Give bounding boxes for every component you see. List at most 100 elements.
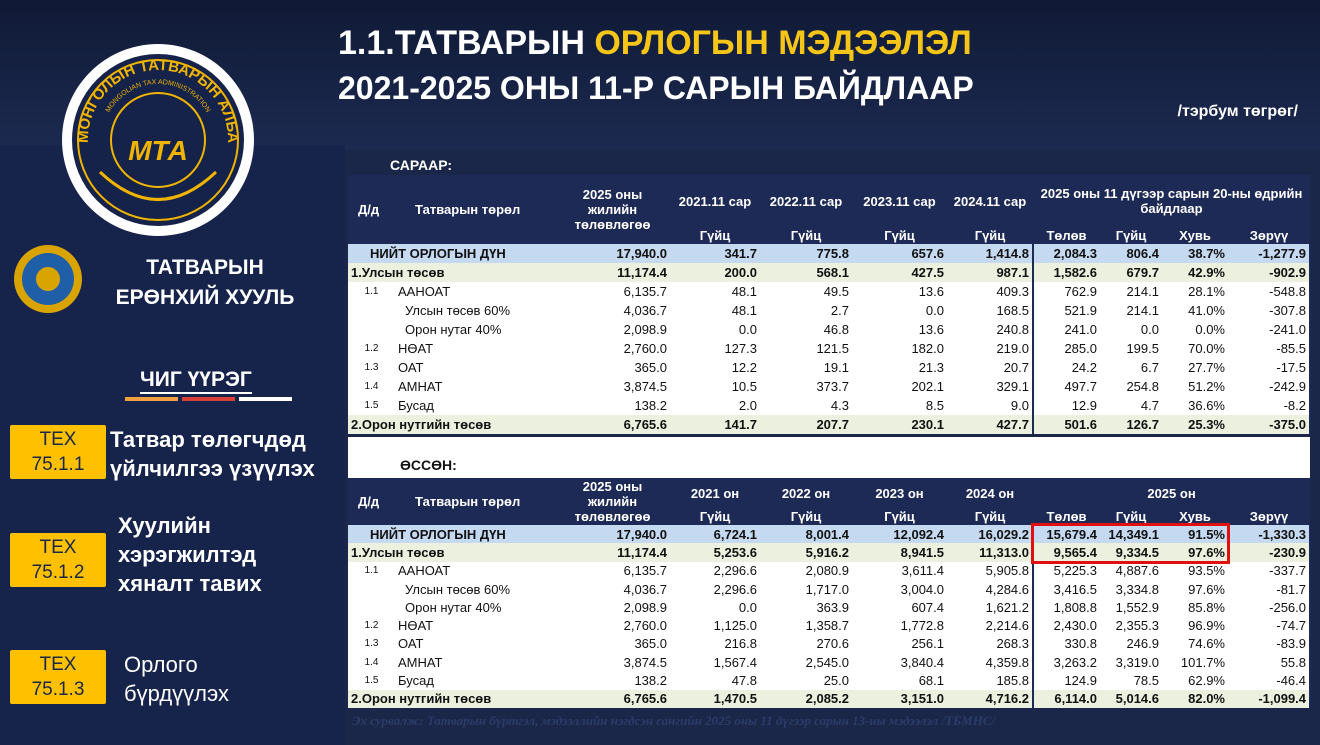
cell: -375.0 (1228, 415, 1311, 434)
cell: 0.0 (670, 598, 760, 617)
row-name: ОАТ (395, 358, 555, 377)
row-number: 1.1 (348, 561, 395, 580)
cell: 101.7% (1162, 653, 1228, 672)
cell: 38.7% (1162, 244, 1228, 263)
item-code: ТЕХ 75.1.2 (10, 533, 106, 587)
header-cell: 2021.11 сар (670, 175, 760, 227)
header-cell: Зөрүү (1228, 508, 1311, 525)
cell: 254.8 (1100, 377, 1162, 396)
cell: 363.9 (760, 598, 852, 617)
cell: -17.5 (1228, 358, 1311, 377)
cell: 27.7% (1162, 358, 1228, 377)
header-cell: Төлөв (1033, 508, 1100, 525)
cell: 11,174.4 (555, 263, 670, 282)
org-line: ЕРӨНХИЙ ХУУЛЬ (115, 286, 295, 309)
cell: 0.0 (852, 301, 947, 320)
cell: 607.4 (852, 598, 947, 617)
cell: 46.8 (760, 320, 852, 339)
cell: -8.2 (1228, 396, 1311, 415)
highlight-box (1031, 523, 1230, 564)
cell: -242.9 (1228, 377, 1311, 396)
emblem (14, 245, 82, 313)
cell: 93.5% (1162, 561, 1228, 580)
table-row: 1.1 ААНОАТ 6,135.7 2,296.6 2,080.9 3,611.4 5,9… (348, 561, 1312, 580)
cell: -74.7 (1228, 616, 1312, 635)
cell: 4.3 (760, 396, 852, 415)
header-cell: 2022 он (760, 478, 852, 508)
cell: 9,334.5 (1100, 543, 1162, 562)
cell: 5,014.6 (1100, 689, 1162, 708)
cell: 6,765.6 (555, 689, 670, 708)
table-row: 1.5 Бусад 138.2 47.8 25.0 68.1 185.8 124.9 78.5 6… (348, 671, 1312, 690)
cell: 28.1% (1162, 282, 1228, 301)
row-name: ААНОАТ (395, 282, 555, 301)
cell: 501.6 (1032, 415, 1100, 434)
cell: -902.9 (1228, 263, 1311, 282)
cell: 330.8 (1032, 634, 1100, 654)
cell: 216.8 (670, 634, 760, 654)
cell: 241.0 (1032, 320, 1100, 339)
cell: -81.7 (1228, 579, 1312, 599)
header-cell: Гүйц (760, 227, 852, 244)
cell: 124.9 (1032, 671, 1100, 690)
unit: /тэрбум төгрөг/ (1177, 103, 1298, 120)
header-row: Д/д Татварын төрөл 2025 оны жилийн төлөвлө… (348, 478, 1311, 525)
cell: 1,621.2 (947, 598, 1033, 617)
cell: 12,092.4 (852, 525, 947, 544)
cell: -85.5 (1228, 339, 1311, 358)
cell: 4,359.8 (947, 653, 1033, 672)
cell: 62.9% (1162, 671, 1228, 690)
cell: 2,545.0 (760, 653, 852, 672)
cell: 3,874.5 (555, 653, 670, 672)
table-row: НИЙТ ОРЛОГЫН ДҮН 17,940.0 6,724.1 8,001.4 12… (348, 525, 1312, 544)
cell: 4,036.7 (555, 301, 670, 320)
header-cell: Татварын төрөл (395, 175, 555, 244)
header-cell: 2025 он (1033, 478, 1311, 508)
cell: 3,334.8 (1100, 579, 1162, 599)
gap: ӨССӨН: (348, 437, 1310, 478)
cell: 6,724.1 (670, 525, 760, 544)
cell: 1,358.7 (760, 616, 852, 635)
cell: 806.4 (1100, 244, 1162, 263)
cell: 679.7 (1100, 263, 1162, 282)
table-monthly: Д/д Татварын төрөл 2025 оны жилийн төлөвлө… (348, 175, 1311, 434)
cell: 17,940.0 (555, 525, 670, 544)
title-highlight: ОРЛОГЫН МЭДЭЭЛЭЛ (594, 24, 972, 62)
cell: 2.7 (760, 301, 852, 320)
cell: 1,567.4 (670, 653, 760, 672)
cell: 3,151.0 (852, 689, 947, 708)
cell: 97.6% (1162, 579, 1228, 599)
header-cell: 2024.11 сар (947, 175, 1033, 227)
subtitle: 2021-2025 ОНЫ 11-Р САРЫН БАЙДЛААР (338, 70, 974, 106)
section-title: ЧИГ ҮҮРЭГ (140, 368, 252, 394)
cell: 3,319.0 (1100, 653, 1162, 672)
cell: 9.0 (947, 396, 1033, 415)
cell: 11,174.4 (555, 543, 670, 562)
cell: 3,416.5 (1032, 579, 1100, 599)
row-number: 1.3 (348, 358, 395, 377)
cell: 329.1 (947, 377, 1033, 396)
cell: 14,349.1 (1100, 525, 1162, 544)
cell: 657.6 (852, 244, 947, 263)
header-cell: Гүйц (760, 508, 852, 525)
header-cell: 2023 он (852, 478, 947, 508)
row-name: НИЙТ ОРЛОГЫН ДҮН (348, 525, 555, 544)
cell: 6,135.7 (555, 561, 670, 580)
cell: 6,765.6 (555, 415, 670, 434)
cell: 5,253.6 (670, 543, 760, 562)
cell: 256.1 (852, 634, 947, 654)
cell: 15,679.4 (1032, 525, 1100, 544)
cell: 230.1 (852, 415, 947, 434)
cell: 2,084.3 (1032, 244, 1100, 263)
cell: 987.1 (947, 263, 1033, 282)
header-cell: Гүйц (852, 508, 947, 525)
row-number: 1.3 (348, 634, 395, 654)
cell: 497.7 (1032, 377, 1100, 396)
row-name: ОАТ (395, 634, 555, 654)
cell: 427.5 (852, 263, 947, 282)
cell: 207.7 (760, 415, 852, 434)
cell: 126.7 (1100, 415, 1162, 434)
cell: 219.0 (947, 339, 1033, 358)
row-name: Бусад (395, 396, 555, 415)
cell: 1,808.8 (1032, 598, 1100, 617)
